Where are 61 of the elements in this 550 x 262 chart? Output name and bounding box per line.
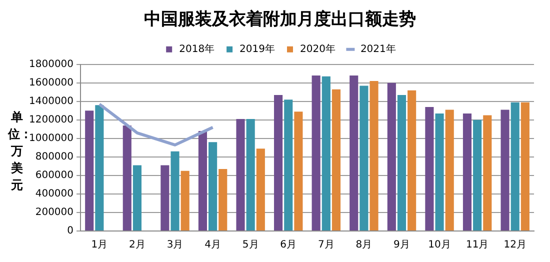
x-tick-label: 2月: [129, 240, 146, 251]
x-tick-label: 10月: [428, 240, 451, 251]
y-tick-label: 200000: [35, 207, 74, 218]
bar: [473, 120, 482, 230]
bar: [322, 76, 330, 230]
bar: [462, 113, 472, 230]
bar: [500, 110, 510, 230]
bar: [370, 81, 378, 230]
bar: [520, 102, 530, 230]
y-tick-label: 400000: [35, 188, 74, 200]
x-tick-label: 5月: [242, 240, 259, 251]
bar: [294, 112, 303, 230]
chart-title: 中国服装及衣着附加月度出口额走势: [144, 10, 416, 30]
y-tick-label: 1600000: [28, 78, 74, 89]
bar: [387, 82, 396, 230]
x-tick-label: 12月: [504, 240, 526, 251]
bar: [510, 102, 520, 230]
bar: [95, 105, 104, 230]
bar: [122, 125, 132, 230]
legend-label: 2018年: [179, 42, 215, 55]
x-tick-label: 4月: [204, 240, 221, 251]
x-tick-label: 1月: [91, 240, 108, 251]
y-tick-label: 1400000: [28, 96, 74, 108]
bar: [284, 100, 293, 230]
bar: [180, 170, 190, 230]
y-tick-label: 600000: [35, 170, 74, 182]
x-tick-label: 8月: [356, 240, 372, 251]
legend-label: 2019年: [240, 42, 276, 55]
bar: [397, 94, 406, 230]
bar: [236, 119, 245, 230]
y-tick-label: 1200000: [28, 114, 74, 126]
bar: [350, 76, 358, 230]
bar: [85, 110, 94, 230]
bar: [132, 165, 142, 230]
bar: [312, 76, 320, 230]
legend-label: 2021年: [360, 42, 396, 55]
bar: [483, 115, 492, 230]
x-tick-label: 9月: [394, 240, 410, 251]
y-tick-label: 0: [67, 226, 74, 237]
bar: [218, 168, 228, 230]
y-tick-label: 1800000: [28, 58, 74, 70]
y-tick-label: 1000000: [28, 133, 74, 144]
bar: [274, 94, 283, 230]
x-tick-label: 6月: [280, 240, 297, 251]
y-tick-label: 800000: [35, 152, 74, 163]
bar: [408, 90, 416, 230]
bar: [208, 142, 218, 230]
bar: [360, 86, 368, 230]
bar: [160, 165, 170, 230]
bar: [170, 151, 180, 230]
bar: [435, 113, 444, 230]
x-tick-label: 11月: [466, 240, 489, 251]
x-tick-label: 3月: [166, 240, 184, 251]
bar: [332, 89, 341, 230]
bar: [256, 148, 265, 230]
bar: [445, 110, 454, 230]
legend-label: 2020年: [300, 42, 336, 55]
bar: [246, 119, 255, 230]
bar: [425, 106, 434, 230]
x-tick-label: 7月: [318, 240, 334, 251]
bar: [198, 131, 207, 230]
